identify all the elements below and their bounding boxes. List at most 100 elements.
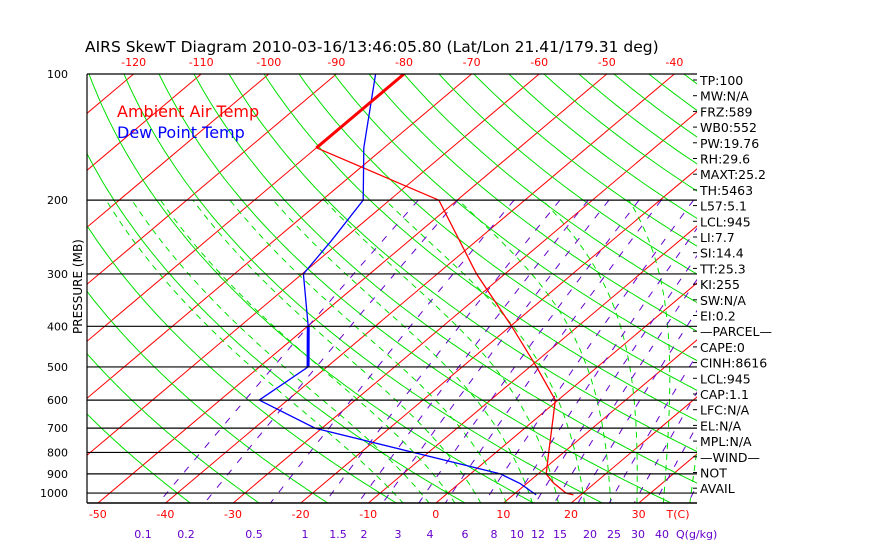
- mixing-ratio-line: [269, 199, 515, 503]
- mixing-ratio-tick-label: 3: [395, 528, 402, 541]
- isotherm-line: [87, 74, 540, 456]
- dry-adiabat-line: [193, 74, 697, 484]
- stability-index-item: EI:0.2: [700, 309, 736, 324]
- top-temp-tick-label: -50: [598, 56, 616, 69]
- stability-index-item: MPL:N/A: [700, 434, 752, 449]
- stability-index-item: SW:N/A: [700, 293, 746, 308]
- mixing-ratio-line: [633, 391, 697, 503]
- mixing-ratio-tick-label: 1.5: [329, 528, 347, 541]
- bottom-temp-tick-label: 10: [496, 508, 510, 521]
- mixing-ratio-tick-label: 1: [302, 528, 309, 541]
- mixing-ratio-tick-label: 0.1: [134, 528, 152, 541]
- mixing-ratio-tick-label: 0.2: [177, 528, 195, 541]
- stability-index-item: EL:N/A: [700, 418, 742, 433]
- stability-index-item: MW:N/A: [700, 89, 749, 104]
- bottom-temp-tick-label: -40: [156, 508, 174, 521]
- pressure-tick-label: 100: [47, 68, 68, 81]
- pressure-tick-label: 900: [47, 468, 68, 481]
- mixing-ratio-tick-label: 40: [655, 528, 669, 541]
- profiles: [257, 74, 574, 496]
- stability-index-item: LCL:945: [700, 371, 751, 386]
- stability-index-item: L57:5.1: [700, 199, 747, 214]
- bottom-temp-tick-label: 0: [432, 508, 439, 521]
- dry-adiabat-line: [754, 74, 870, 504]
- chart-title: AIRS SkewT Diagram 2010-03-16/13:46:05.8…: [85, 38, 659, 56]
- mixing-ratio-line: [203, 199, 459, 503]
- mixing-ratio-tick-label: 10: [510, 528, 524, 541]
- moist-adiabat-line: [131, 199, 430, 503]
- stability-indices-panel: TP:100MW:N/AFRZ:589WB0:552PW:19.76RH:29.…: [693, 73, 772, 496]
- axes: 0.1 0.2 0.5 1 1.5 2 3 4 6 8 10 12 15 20 25 30 4010020030…: [40, 56, 717, 541]
- dry-adiabat-line: [333, 74, 697, 362]
- mixing-ratio-tick-label: 2: [361, 528, 368, 541]
- legend-ambient-air-temp: Ambient Air Temp: [117, 102, 259, 121]
- x-axis-label: T(C): [666, 508, 690, 521]
- mixing-ratio-tick-label: 6: [462, 528, 469, 541]
- stability-index-item: MAXT:25.2: [700, 167, 766, 182]
- stability-index-item: NOT: [700, 466, 727, 481]
- mixing-ratio-line: [157, 199, 419, 503]
- top-temp-tick-label: -60: [530, 56, 548, 69]
- y-axis-label: PRESSURE (MB): [71, 239, 85, 334]
- dry-adiabat-line: [368, 74, 697, 332]
- stability-index-item: LCL:945: [700, 214, 751, 229]
- moist-adiabat-line: [542, 199, 638, 503]
- isotherm-line: [773, 74, 870, 504]
- mixing-ratio-line: [608, 353, 697, 503]
- moist-adiabat-line: [192, 199, 482, 503]
- bottom-temp-tick-label: -30: [224, 508, 242, 521]
- top-temp-tick-label: -110: [189, 56, 214, 69]
- bottom-temp-tick-label: -50: [89, 508, 107, 521]
- top-temp-tick-label: -80: [395, 56, 413, 69]
- stability-index-item: CAP:1.1: [700, 387, 749, 402]
- moist-adiabat-line: [160, 199, 456, 503]
- bottom-temp-tick-label: -10: [359, 508, 377, 521]
- dry-adiabat-line: [298, 74, 697, 391]
- pressure-tick-label: 800: [47, 446, 68, 459]
- stability-index-item: CAPE:0: [700, 340, 745, 355]
- mixing-ratio-tick-label: 0.5: [245, 528, 263, 541]
- stability-index-item: RH:29.6: [700, 152, 750, 167]
- mixing-ratio-line: [444, 199, 662, 503]
- mixing-ratio-tick-label: 25: [607, 528, 621, 541]
- top-temp-tick-label: -40: [665, 56, 683, 69]
- pressure-tick-label: 700: [47, 422, 68, 435]
- stability-index-item: TP:100: [699, 73, 743, 88]
- pressure-tick-label: 200: [47, 194, 68, 207]
- pressure-tick-label: 400: [47, 320, 68, 333]
- mixing-ratio-tick-label: 12: [531, 528, 545, 541]
- isotherm-line: [97, 74, 608, 503]
- stability-index-item: FRZ:589: [700, 104, 753, 119]
- pressure-tick-label: 300: [47, 268, 68, 281]
- isotherm-line: [87, 74, 270, 228]
- mixing-ratio-line: [418, 199, 640, 503]
- moist-adiabat-line: [229, 199, 508, 503]
- stability-index-item: AVAIL: [700, 481, 735, 496]
- mixing-ratio-tick-label: 4: [427, 528, 434, 541]
- legend-dew-point-temp: Dew Point Temp: [117, 123, 245, 142]
- stability-index-item: SI:14.4: [700, 246, 744, 261]
- mixing-ratio-line: [357, 199, 589, 503]
- stability-index-item: —PARCEL—: [700, 324, 772, 339]
- isotherm-line: [0, 74, 66, 504]
- stability-index-item: LI:7.7: [700, 230, 735, 245]
- bottom-temp-tick-label: 30: [632, 508, 646, 521]
- isotherm-line: [367, 225, 697, 503]
- top-temp-tick-label: -100: [256, 56, 281, 69]
- isotherm-line: [435, 282, 697, 503]
- pressure-tick-label: 500: [47, 361, 68, 374]
- dry-adiabat-line: [263, 74, 697, 422]
- mixing-ratio-tick-label: 15: [553, 528, 567, 541]
- mixing-ratio-line: [324, 199, 561, 503]
- isotherm-line: [87, 74, 337, 285]
- mixing-ratio-tick-label: 20: [583, 528, 597, 541]
- isotherm-line: [164, 74, 675, 503]
- moist-adiabat-line: [384, 199, 586, 503]
- pressure-tick-label: 600: [47, 394, 68, 407]
- temperature-isothermal-segment: [315, 74, 405, 149]
- stability-index-item: TH:5463: [699, 183, 753, 198]
- stability-index-item: —WIND—: [700, 450, 760, 465]
- moist-adiabat-line: [105, 199, 404, 503]
- isotherm-line: [87, 74, 202, 171]
